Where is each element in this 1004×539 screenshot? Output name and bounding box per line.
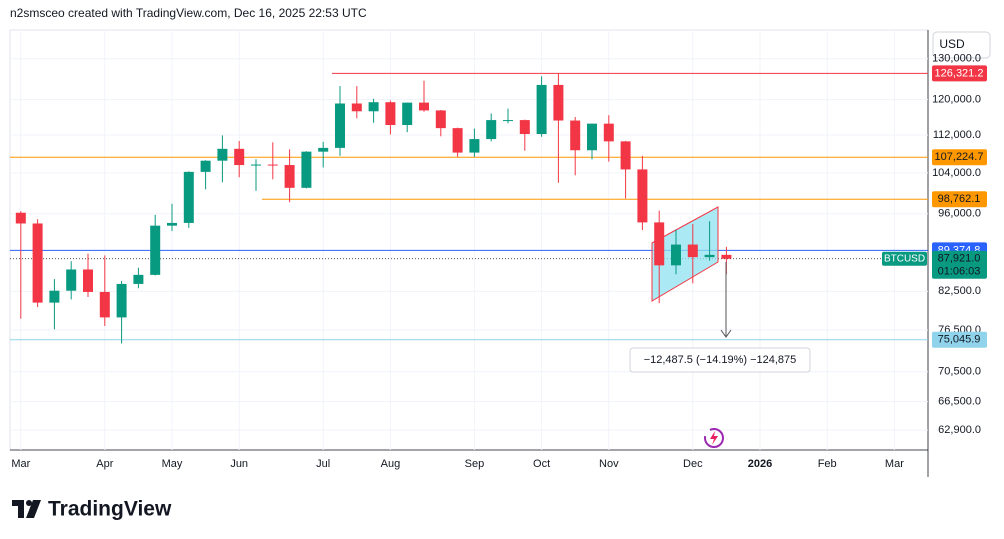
candle-body	[553, 84, 564, 121]
x-tick-label: Sep	[465, 458, 485, 470]
candle-body	[150, 225, 161, 275]
last-price-label: 87,921.0	[938, 253, 981, 265]
candle-body	[435, 110, 446, 129]
candle-body	[637, 169, 648, 223]
footer-brand: TradingView	[48, 498, 172, 521]
candle-body	[687, 244, 698, 258]
candle-body	[301, 151, 312, 188]
symbol-label: BTCUSD	[884, 253, 925, 264]
level-label: 126,321.2	[935, 67, 984, 79]
candle-body	[318, 147, 329, 152]
countdown-label: 01:06:03	[938, 266, 981, 278]
candle-body	[419, 102, 429, 111]
candle-body	[385, 102, 396, 125]
header-text: n2smsceo created with TradingView.com, D…	[10, 6, 367, 20]
candle-body	[351, 103, 362, 112]
x-tick-label: Mar	[885, 458, 904, 470]
x-tick-label: Jul	[316, 458, 330, 470]
currency-button[interactable]	[932, 31, 991, 59]
level-label: 107,224.7	[935, 151, 984, 163]
y-tick-label: 62,900.0	[938, 424, 981, 436]
candle-body	[368, 102, 379, 112]
level-label: 89,374.8	[938, 244, 981, 256]
measure-label: −12,487.5 (−14.19%) −124,875	[644, 354, 797, 366]
y-tick-label: 130,000.0	[932, 53, 981, 65]
candle-body	[133, 274, 144, 284]
measure-arrowhead	[720, 329, 732, 338]
candle-body	[335, 103, 345, 148]
candle-body	[671, 244, 681, 266]
candle-body	[570, 120, 581, 151]
candle-body	[234, 148, 245, 166]
x-tick-label: Dec	[683, 458, 703, 470]
candle-body	[200, 160, 211, 172]
candle-body	[66, 269, 77, 291]
last-price-tag	[932, 250, 987, 279]
tradingview-logo	[12, 500, 41, 518]
x-tick-label: May	[162, 458, 183, 470]
candle-body	[654, 222, 665, 266]
candle-body	[99, 291, 110, 318]
y-tick-label: 70,500.0	[938, 366, 981, 378]
lightning-icon[interactable]	[704, 428, 724, 448]
level-tag	[932, 149, 987, 166]
level-label: 98,762.1	[938, 193, 981, 205]
candle-body	[183, 171, 194, 223]
candle-body	[519, 120, 530, 135]
candle-body	[83, 269, 93, 292]
y-tick-label: 82,500.0	[938, 285, 981, 297]
y-tick-label: 104,000.0	[932, 167, 981, 179]
symbol-tag	[882, 251, 927, 266]
level-tag	[932, 191, 987, 208]
level-tag	[932, 331, 987, 348]
candle-body	[503, 120, 513, 122]
y-tick-label: 112,000.0	[933, 129, 981, 141]
candle-body	[15, 212, 26, 224]
candle-body	[32, 223, 43, 303]
x-tick-label: Aug	[381, 458, 401, 470]
candle-body	[620, 141, 631, 170]
candle-body	[587, 123, 597, 151]
channel-drawing[interactable]	[651, 206, 719, 302]
y-tick-label: 120,000.0	[932, 94, 981, 106]
x-tick-label: Jun	[230, 458, 248, 470]
measure-box	[629, 347, 811, 373]
candle-body	[452, 128, 463, 153]
candle-body	[267, 164, 278, 166]
candle-body	[536, 84, 547, 135]
candle-body	[217, 148, 228, 161]
x-tick-label: Apr	[96, 458, 113, 470]
candle-body	[603, 123, 614, 142]
candle-body	[721, 254, 732, 259]
candle-body	[402, 102, 413, 125]
candle-body	[167, 222, 177, 226]
candle-body	[49, 290, 60, 303]
x-tick-label: Feb	[818, 458, 837, 470]
candle-body	[251, 164, 261, 166]
candle-body	[284, 165, 295, 188]
y-tick-label: 66,500.0	[938, 396, 981, 408]
candle-body	[704, 254, 715, 258]
x-tick-label: Nov	[599, 458, 619, 470]
currency-label: USD	[939, 37, 965, 51]
candle-body	[469, 139, 480, 153]
level-label: 75,045.9	[938, 334, 981, 346]
candle-body	[486, 120, 497, 140]
level-tag	[932, 65, 987, 82]
candle-body	[116, 283, 127, 318]
x-tick-label: Oct	[533, 458, 550, 470]
y-tick-label: 96,000.0	[938, 208, 981, 220]
x-tick-label: Mar	[11, 458, 30, 470]
x-tick-label: 2026	[748, 458, 772, 470]
